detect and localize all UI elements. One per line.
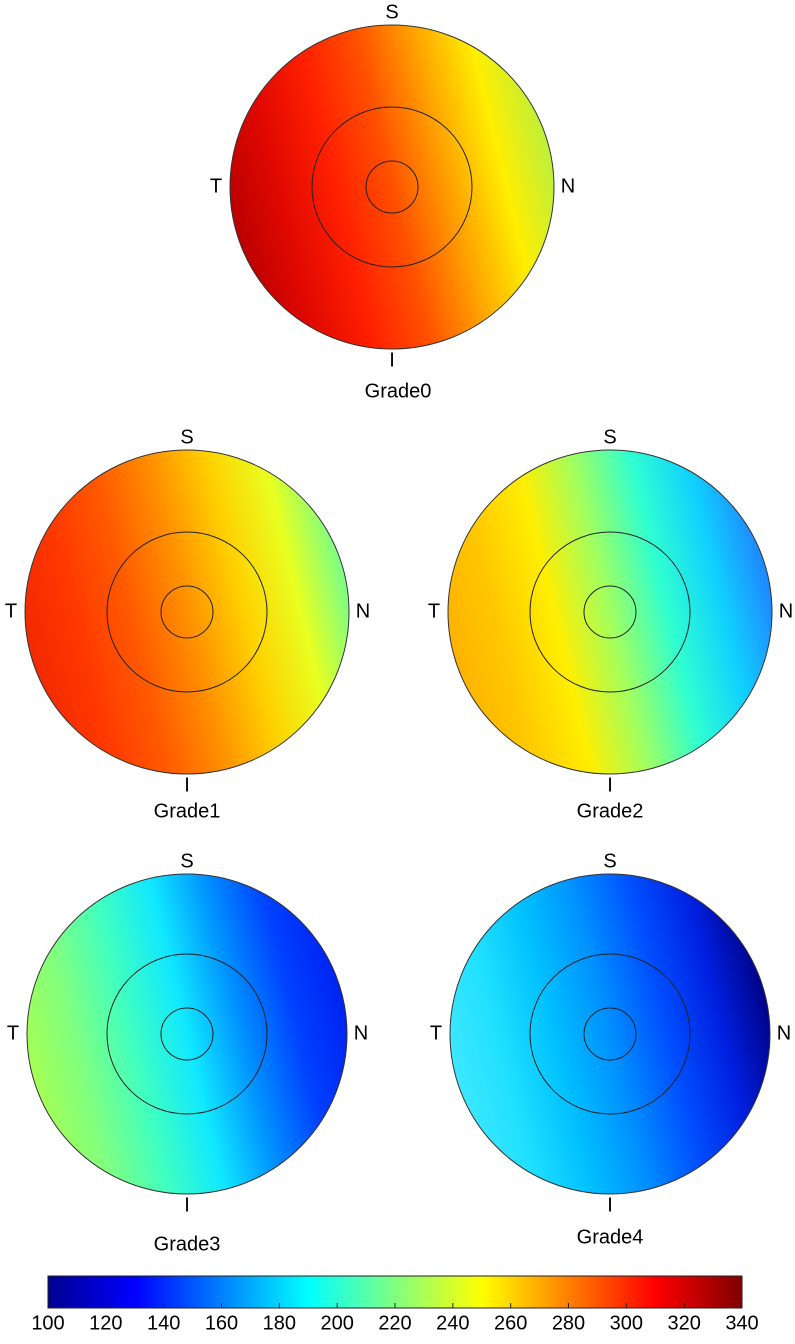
map-label: Grade2: [577, 800, 644, 822]
direction-label: N: [356, 600, 370, 622]
tick-label: 180: [263, 1312, 296, 1334]
direction-label: T: [5, 600, 17, 622]
thickness-map: [229, 24, 555, 350]
direction-label: T: [7, 1022, 19, 1044]
map-label: Grade0: [365, 380, 432, 402]
tick-label: 160: [205, 1312, 238, 1334]
direction-label: S: [603, 850, 616, 872]
direction-label: N: [561, 175, 575, 197]
direction-label: N: [777, 1022, 791, 1044]
tick-label: 260: [494, 1312, 527, 1334]
tick-label: 200: [320, 1312, 353, 1334]
map-label: Grade3: [154, 1233, 221, 1255]
tick-label: 320: [667, 1312, 700, 1334]
direction-label: N: [354, 1022, 368, 1044]
outer-ring: [311, 106, 473, 268]
outer-ring: [529, 531, 691, 693]
direction-label: I: [184, 1194, 190, 1216]
direction-label: S: [603, 426, 616, 448]
direction-label: I: [607, 774, 613, 796]
inner-ring: [583, 1007, 637, 1061]
direction-label: S: [180, 426, 193, 448]
inner-ring: [160, 585, 214, 639]
inner-ring: [160, 1007, 214, 1061]
thickness-map: [449, 873, 771, 1195]
tick-label: 140: [147, 1312, 180, 1334]
map-label: Grade4: [577, 1226, 644, 1248]
direction-label: I: [607, 1194, 613, 1216]
direction-label: I: [389, 349, 395, 371]
thickness-map: [447, 449, 773, 775]
direction-label: T: [430, 1022, 442, 1044]
outer-ring: [106, 953, 268, 1115]
tick-label: 340: [725, 1312, 758, 1334]
tick-label: 100: [31, 1312, 64, 1334]
inner-ring: [583, 585, 637, 639]
direction-label: I: [184, 774, 190, 796]
direction-label: T: [428, 600, 440, 622]
map-label: Grade1: [154, 800, 221, 822]
tick-label: 220: [378, 1312, 411, 1334]
direction-label: S: [385, 1, 398, 23]
outer-ring: [106, 531, 268, 693]
inner-ring: [365, 160, 419, 214]
tick-label: 300: [610, 1312, 643, 1334]
tick-label: 240: [436, 1312, 469, 1334]
direction-label: T: [210, 175, 222, 197]
outer-ring: [529, 953, 691, 1115]
tick-label: 120: [89, 1312, 122, 1334]
thickness-map: [26, 873, 348, 1195]
thickness-map: [24, 449, 350, 775]
tick-label: 280: [552, 1312, 585, 1334]
direction-label: N: [779, 600, 793, 622]
direction-label: S: [180, 850, 193, 872]
